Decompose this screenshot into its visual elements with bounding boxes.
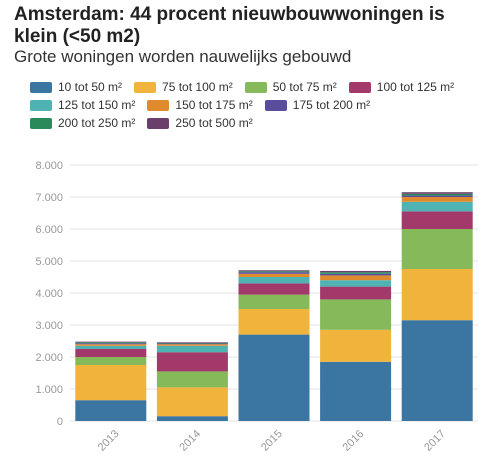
x-tick-label: 2015 [259,428,285,454]
bar-segment [75,343,147,345]
legend-swatch [30,99,52,111]
bar-segment [401,201,473,212]
bar-segment [238,273,310,277]
y-tick-label: 0 [57,416,63,428]
bar-segment [75,349,147,357]
bar-segment [156,342,228,343]
legend-label: 250 tot 500 m² [175,116,253,130]
x-tick-label: 2014 [177,428,203,454]
legend-swatch [134,81,157,93]
bar-segment [75,357,147,365]
legend-label: 10 tot 50 m² [58,80,123,94]
bar-segment [156,344,228,346]
bar-segment [75,342,147,344]
bar-segment [156,387,228,417]
bar-segment [320,273,392,276]
y-tick-label: 4.000 [35,288,63,300]
x-tick-label: 2013 [96,428,122,454]
bar-segment [238,270,310,272]
legend-label: 200 tot 250 m² [58,116,136,130]
y-tick-label: 8.000 [35,160,63,172]
legend-swatch [264,99,287,111]
y-tick-label: 3.000 [35,320,63,332]
bar-segment [238,283,310,295]
legend-item: 50 tot 75 m² [244,80,337,94]
bar-segment [156,345,228,353]
bar-segment [320,280,392,287]
bar-segment [238,277,310,284]
chart-legend: 10 tot 50 m² 75 tot 100 m² 50 tot 75 m² … [30,78,480,132]
chart-subtitle: Grote woningen worden nauwelijks gebouwd [14,47,352,66]
bar-segment [401,192,473,194]
bar-segment [238,294,310,309]
bar-segment [401,211,473,229]
legend-label: 75 tot 100 m² [162,80,233,94]
legend-item: 75 tot 100 m² [134,80,233,94]
x-tick-label: 2017 [422,428,448,454]
bar-segment [156,342,228,344]
legend-swatch [147,99,170,111]
legend-swatch [30,81,52,93]
bar-segment [320,286,392,300]
legend-item: 200 tot 250 m² [30,116,135,130]
legend-row-2: 125 tot 150 m² 150 tot 175 m² 175 tot 20… [30,96,480,114]
bar-segment [156,371,228,388]
bar-segment [401,195,473,197]
bar-segment [75,344,147,346]
bar-segment [320,275,392,281]
bar-segment [156,352,228,372]
bar-segment [156,416,228,421]
legend-item: 150 tot 175 m² [147,98,253,112]
x-tick-label: 2016 [341,428,367,454]
legend-label: 50 tot 75 m² [272,80,337,94]
chart-title: Amsterdam: 44 procent nieuwbouwwoningen … [14,4,445,47]
legend-item: 250 tot 500 m² [147,116,253,130]
bar-segment [401,269,473,321]
bar-segment [401,193,473,196]
bar-segment [75,365,147,401]
bar-segment [75,345,147,349]
y-tick-label: 7.000 [35,192,63,204]
bar-segment [156,343,228,345]
legend-label: 175 tot 200 m² [292,98,371,112]
legend-row-1: 10 tot 50 m² 75 tot 100 m² 50 tot 75 m² … [30,78,480,96]
bar-segment [238,272,310,274]
bar-segment [238,271,310,273]
legend-item: 175 tot 200 m² [264,98,371,112]
bar-segment [238,334,310,421]
y-tick-label: 1.000 [35,384,63,396]
bar-segment [320,270,392,273]
bar-segment [320,272,392,274]
legend-swatch [30,117,52,129]
bar-segment [75,400,147,421]
bar-segment [238,309,310,335]
y-tick-label: 5.000 [35,256,63,268]
bar-segment [320,329,392,362]
legend-item: 125 tot 150 m² [30,98,135,112]
bar-segment [320,361,392,421]
legend-item: 100 tot 125 m² [348,80,455,94]
legend-row-3: 200 tot 250 m² 250 tot 500 m² [30,114,480,132]
legend-label: 125 tot 150 m² [58,98,136,112]
legend-swatch [348,81,371,93]
legend-swatch [147,117,170,129]
legend-label: 100 tot 125 m² [376,80,455,94]
legend-swatch [244,81,267,93]
y-tick-label: 2.000 [35,352,63,364]
bar-segment [401,229,473,269]
bar-segment [401,320,473,421]
legend-label: 150 tot 175 m² [175,98,253,112]
bar-segment [320,299,392,330]
legend-item: 10 tot 50 m² [30,80,122,94]
bar-segment [401,197,473,202]
bar-segment [75,341,147,343]
y-tick-label: 6.000 [35,224,63,236]
